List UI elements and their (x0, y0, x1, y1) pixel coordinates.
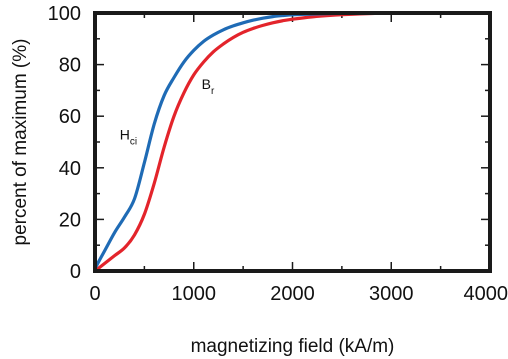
x-tick-label: 1000 (172, 283, 217, 305)
y-tick-label: 0 (70, 261, 81, 283)
y-tick-label: 20 (59, 209, 81, 231)
x-tick-label: 3000 (369, 283, 414, 305)
ticks-layer (94, 12, 491, 272)
series-line-br (93, 11, 403, 273)
x-tick-label: 0 (89, 283, 100, 305)
x-tick-label: 2000 (270, 283, 315, 305)
series-label-br: Br (202, 76, 215, 97)
y-tick-label: 100 (48, 3, 81, 25)
plot-frame (93, 11, 492, 273)
y-tick-label: 60 (59, 106, 81, 128)
x-tick-label: 4000 (464, 283, 508, 305)
series-layer (93, 11, 403, 273)
y-tick-label: 40 (59, 158, 81, 180)
x-axis-title: magnetizing field (kA/m) (191, 336, 395, 357)
series-line-hci (93, 11, 403, 271)
y-axis-title: percent of maximum (%) (10, 39, 31, 246)
series-label-hci: Hci (120, 126, 137, 147)
y-tick-label: 80 (59, 55, 81, 77)
